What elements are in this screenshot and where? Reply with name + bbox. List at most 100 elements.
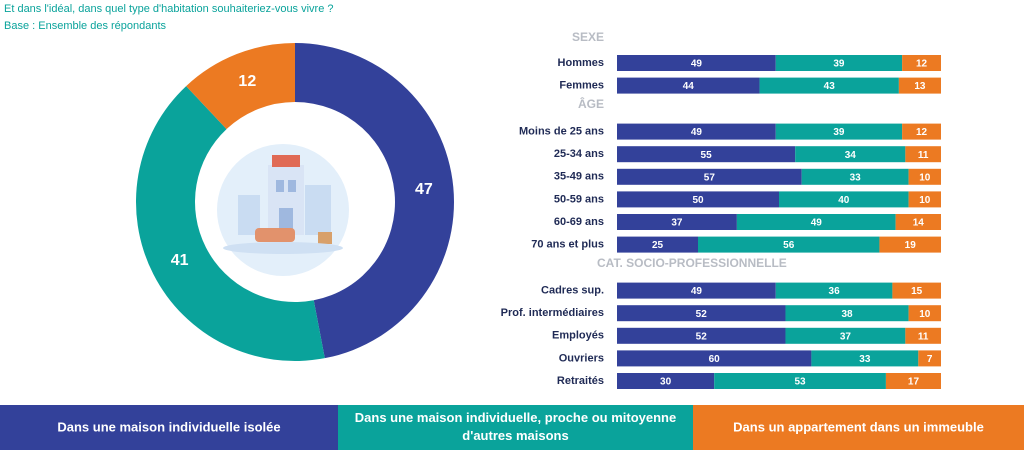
- bar-segment: [895, 214, 941, 230]
- bar-segment: [698, 236, 880, 253]
- bar-segment: [617, 168, 802, 185]
- bar-label: 52: [696, 309, 708, 320]
- bar-label: 60: [709, 354, 721, 365]
- group-title: CAT. SOCIO-PROFESSIONNELLE: [597, 256, 787, 270]
- category-label: Cadres sup.: [541, 285, 604, 297]
- bar-segment: [617, 236, 698, 253]
- bar-segment: [908, 168, 941, 185]
- bar-segment: [775, 282, 893, 299]
- bar-segment: [775, 123, 903, 140]
- bar-label: 10: [919, 309, 931, 320]
- bar-label: 30: [660, 377, 672, 388]
- bar-segment: [811, 350, 919, 367]
- bar-label: 57: [704, 172, 716, 183]
- bar-segment: [801, 168, 909, 185]
- legend-label: Dans une maison individuelle isolée: [57, 419, 280, 434]
- category-label: 70 ans et plus: [531, 239, 604, 251]
- bar-label: 19: [905, 240, 917, 251]
- category-label: 35-49 ans: [554, 171, 604, 183]
- legend-label: Dans une maison individuelle, proche ou …: [355, 410, 676, 443]
- illustration: [203, 125, 363, 285]
- bar-segment: [902, 55, 941, 71]
- group-title: ÂGE: [578, 96, 604, 111]
- bar-segment: [617, 350, 812, 367]
- bar-label: 25: [652, 240, 664, 251]
- bar-label: 34: [845, 150, 857, 161]
- bar-segment: [736, 214, 896, 230]
- category-label: Hommes: [558, 57, 604, 69]
- bar-label: 10: [919, 195, 931, 206]
- bar-label: 36: [829, 286, 841, 297]
- bar-segment: [617, 305, 786, 322]
- bar-label: 53: [794, 377, 806, 388]
- bar-label: 37: [840, 331, 852, 342]
- bar-label: 39: [833, 59, 845, 70]
- bar-segment: [617, 327, 786, 344]
- bar-label: 13: [914, 81, 926, 92]
- category-label: 60-69 ans: [554, 216, 604, 228]
- bar-segment: [902, 123, 941, 140]
- bar-segment: [617, 214, 737, 230]
- bar-label: 17: [908, 377, 920, 388]
- bar-label: 33: [850, 172, 862, 183]
- bar-label: 44: [683, 81, 695, 92]
- category-label: Employés: [552, 330, 604, 342]
- bar-label: 49: [811, 218, 823, 229]
- bar-segment: [617, 77, 760, 94]
- bar-segment: [617, 55, 776, 71]
- bar-label: 49: [691, 127, 703, 138]
- bar-segment: [759, 77, 899, 94]
- bar-label: 40: [838, 195, 850, 206]
- bar-segment: [898, 77, 941, 94]
- bar-label: 11: [918, 331, 929, 342]
- bar-segment: [775, 55, 903, 71]
- bar-segment: [617, 123, 776, 140]
- bar-segment: [795, 146, 906, 163]
- legend-label: Dans un appartement dans un immeuble: [733, 419, 984, 434]
- bar-label: 7: [927, 354, 933, 365]
- bar-label: 50: [692, 195, 704, 206]
- bar-segment: [617, 282, 776, 299]
- bar-segment: [785, 305, 909, 322]
- bar-label: 49: [691, 59, 703, 70]
- bar-segment: [905, 146, 941, 163]
- bar-label: 38: [841, 309, 853, 320]
- bar-label: 10: [919, 172, 931, 183]
- bar-segment: [892, 282, 941, 299]
- category-label: Retraités: [557, 375, 604, 387]
- bar-segment: [908, 191, 941, 208]
- category-label: Ouvriers: [559, 352, 604, 364]
- bar-label: 55: [701, 150, 713, 161]
- bar-label: 52: [696, 331, 708, 342]
- chart-title: Et dans l'idéal, dans quel type d'habita…: [4, 3, 334, 15]
- donut-label: 47: [415, 181, 433, 198]
- group-title: SEXE: [572, 30, 604, 44]
- bar-segment: [779, 191, 909, 208]
- donut-slice: [136, 86, 325, 361]
- bar-label: 33: [859, 354, 871, 365]
- bar-label: 14: [913, 218, 925, 229]
- bar-label: 56: [783, 240, 795, 251]
- category-label: Prof. intermédiaires: [501, 307, 604, 319]
- legend-swatch: [338, 405, 693, 450]
- chart-subtitle: Base : Ensemble des répondants: [4, 20, 167, 32]
- bar-label: 43: [824, 81, 836, 92]
- bar-label: 39: [833, 127, 845, 138]
- category-label: Moins de 25 ans: [519, 126, 604, 138]
- bar-segment: [918, 350, 941, 367]
- bar-segment: [879, 236, 941, 253]
- bar-segment: [617, 373, 715, 389]
- bar-segment: [905, 327, 941, 344]
- bar-label: 15: [911, 286, 923, 297]
- donut-label: 12: [238, 73, 256, 90]
- donut-label: 41: [171, 252, 189, 269]
- category-label: Femmes: [559, 80, 604, 92]
- bar-segment: [617, 191, 779, 208]
- category-label: 50-59 ans: [554, 193, 604, 205]
- bar-label: 12: [916, 127, 928, 138]
- donut-slice: [186, 42, 295, 130]
- bar-segment: [908, 305, 941, 322]
- bar-segment: [885, 373, 941, 389]
- legend-swatch: [0, 405, 338, 450]
